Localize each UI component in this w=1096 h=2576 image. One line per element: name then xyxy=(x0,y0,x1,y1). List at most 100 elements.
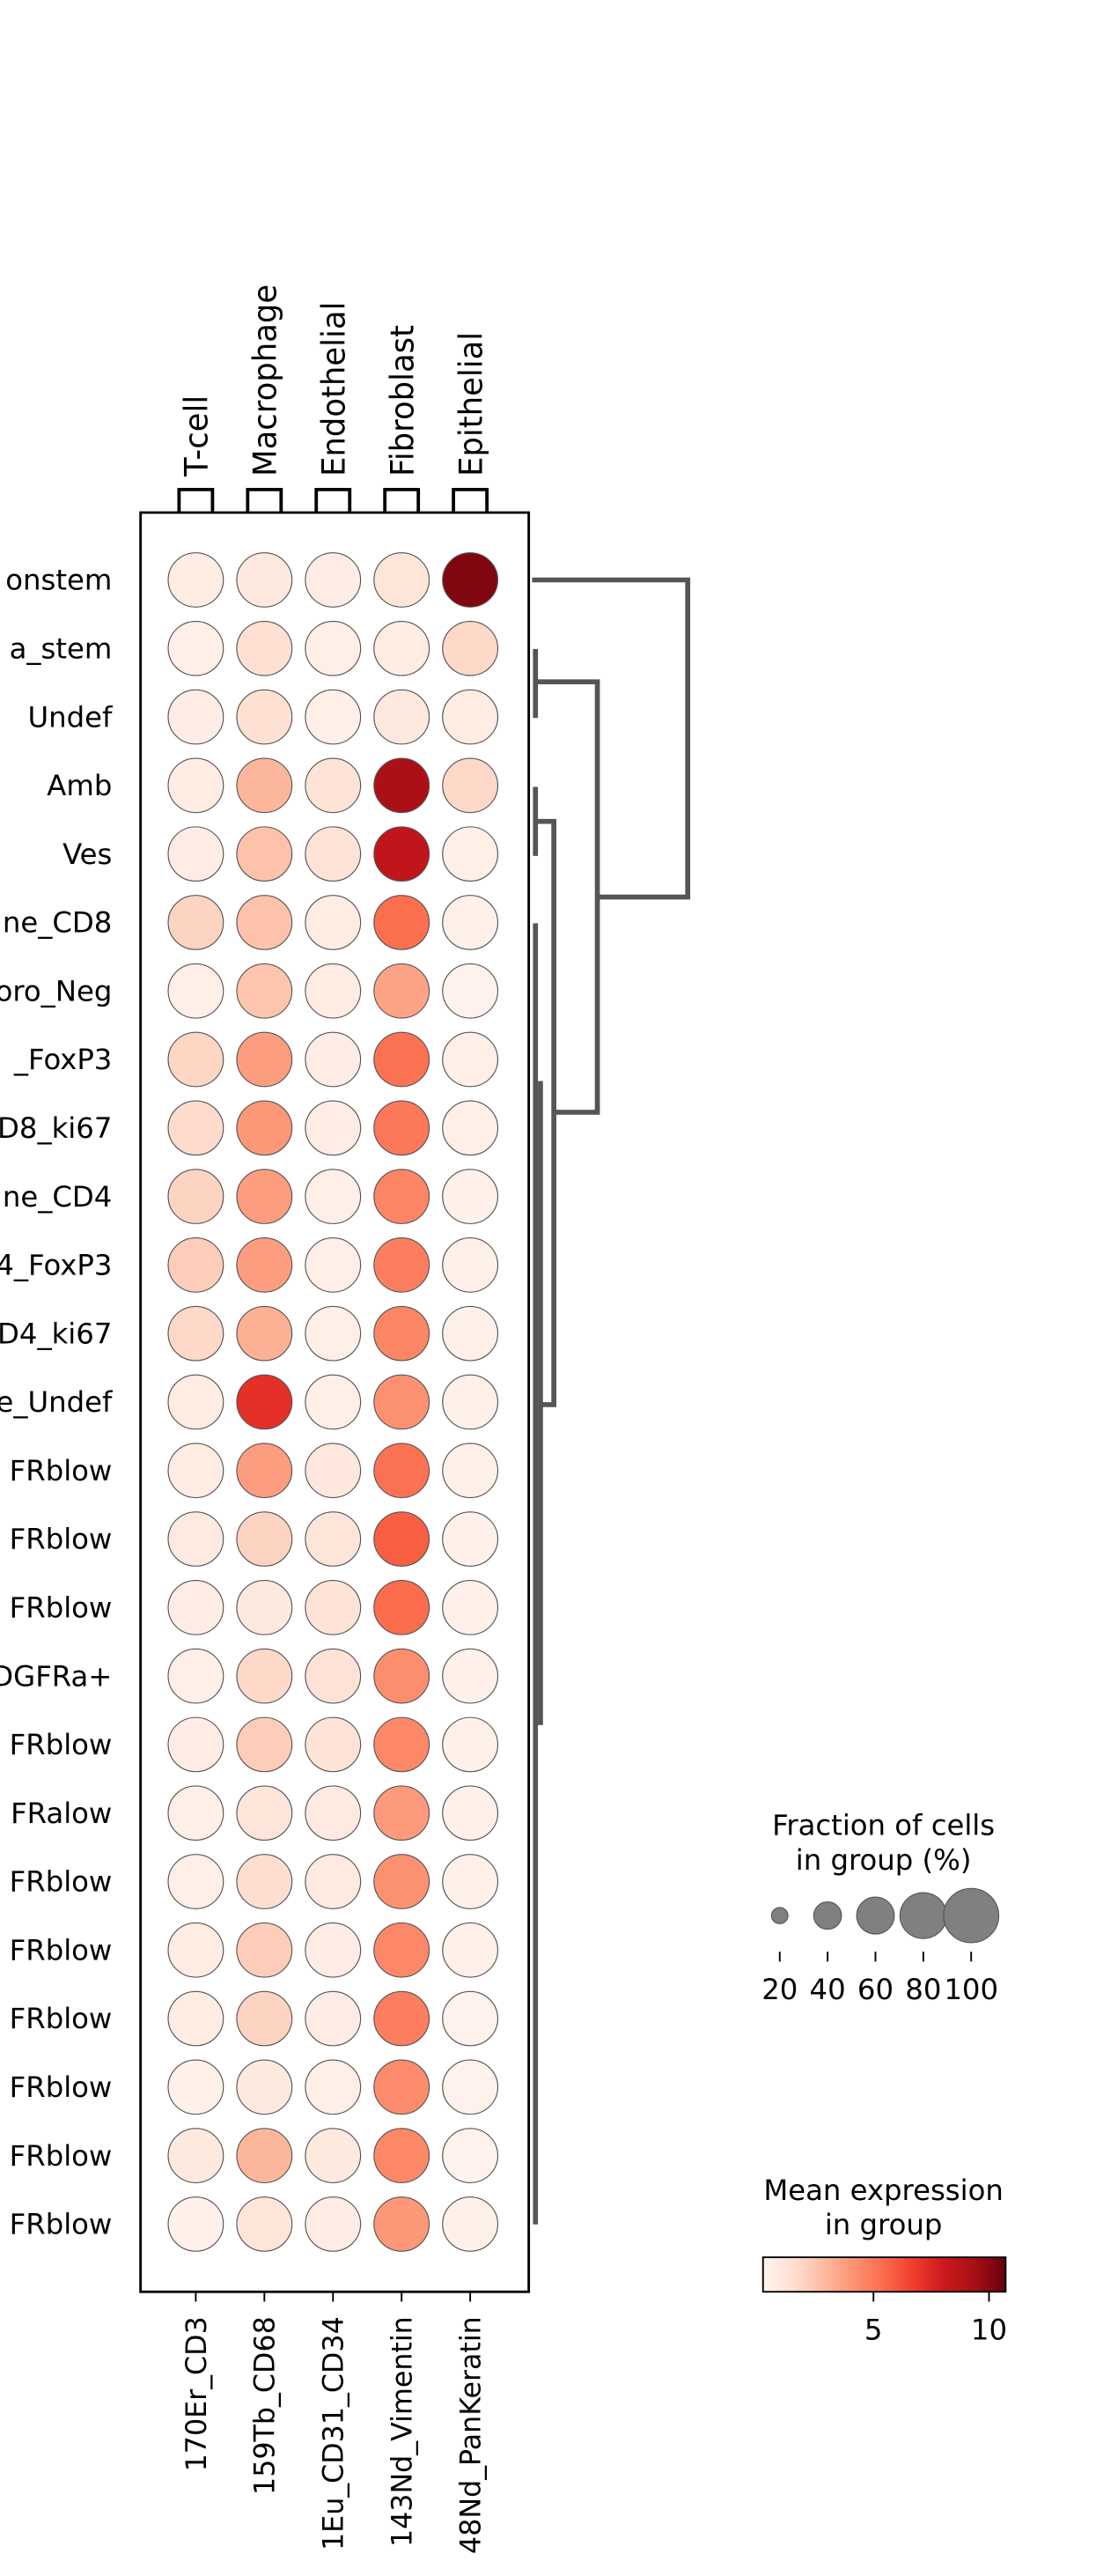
dot xyxy=(373,2059,430,2115)
colorbar-segment xyxy=(997,2257,1003,2292)
dot xyxy=(442,1785,499,1842)
column-label: 170Er_CD3 xyxy=(180,2316,213,2471)
dot xyxy=(167,1716,224,1773)
colorbar-segment xyxy=(965,2257,970,2292)
dot xyxy=(305,2196,362,2252)
dot xyxy=(373,1922,430,1978)
dot xyxy=(236,1169,293,1224)
dot xyxy=(167,1648,224,1704)
dendrogram-branch xyxy=(535,818,557,1407)
colorbar-segment xyxy=(900,2257,906,2292)
dot xyxy=(373,1854,430,1909)
row-label: ne_CD8 xyxy=(3,906,112,940)
plot-frame xyxy=(139,511,531,2293)
dot xyxy=(305,1922,362,1978)
row-label: FRblow xyxy=(10,1865,113,1899)
dot xyxy=(373,895,430,950)
dot xyxy=(442,1031,499,1088)
row-label: Undef xyxy=(27,701,113,734)
row-label: Amb xyxy=(47,769,112,802)
dot xyxy=(236,1374,293,1430)
row-label: onstem xyxy=(5,564,112,597)
dot xyxy=(167,2128,224,2183)
colorbar-segment xyxy=(916,2257,922,2292)
dot xyxy=(236,757,293,814)
row-label: FRblow xyxy=(10,2070,113,2104)
dendrogram-branch xyxy=(535,679,600,1115)
dot xyxy=(167,1579,224,1635)
group-bracket xyxy=(246,488,283,513)
colorbar-title: Mean expression xyxy=(763,2174,1003,2207)
dot xyxy=(167,1990,224,2047)
group-label: Macrophage xyxy=(247,284,283,476)
colorbar-segment xyxy=(896,2257,901,2292)
dot xyxy=(305,1854,362,1909)
colorbar-segment xyxy=(815,2257,820,2292)
dot xyxy=(373,1169,430,1224)
colorbar-segment xyxy=(940,2257,946,2292)
size-legend-dot xyxy=(813,1901,842,1930)
dot xyxy=(442,552,499,608)
dot xyxy=(305,2059,362,2115)
dot xyxy=(236,552,293,608)
colorbar-segment xyxy=(799,2257,805,2292)
dot xyxy=(236,1237,293,1293)
column-label: 48Nd_PanKeratin xyxy=(453,2316,487,2554)
colorbar-segment xyxy=(803,2257,808,2292)
dot xyxy=(236,1100,293,1156)
colorbar-segment xyxy=(929,2257,934,2292)
dot xyxy=(442,1443,499,1499)
group-label: Endothelial xyxy=(316,302,352,476)
group-label: Fibroblast xyxy=(385,325,421,476)
colorbar-segment xyxy=(762,2257,768,2292)
size-legend-dot xyxy=(899,1892,947,1939)
colorbar-segment xyxy=(848,2257,853,2292)
colorbar-segment xyxy=(823,2257,828,2292)
dot xyxy=(167,1511,224,1567)
dot xyxy=(442,689,499,745)
dot xyxy=(305,757,362,814)
dot xyxy=(305,1579,362,1635)
dot xyxy=(305,620,362,676)
colorbar-segment xyxy=(953,2257,958,2292)
dot xyxy=(442,620,499,676)
dot xyxy=(167,689,224,745)
dot xyxy=(373,1031,430,1088)
dot xyxy=(442,1237,499,1293)
row-label: FRblow xyxy=(10,1591,113,1625)
colorbar-segment xyxy=(843,2257,849,2292)
dot xyxy=(167,1100,224,1156)
colorbar-segment xyxy=(787,2257,792,2292)
column-label: 1Eu_CD31_CD34 xyxy=(316,2316,349,2550)
dot xyxy=(236,620,293,676)
dot xyxy=(373,1374,430,1430)
dot xyxy=(167,1443,224,1499)
size-legend-label: 40 xyxy=(810,1974,846,2007)
dot xyxy=(167,2196,224,2252)
colorbar-segment xyxy=(945,2257,950,2292)
size-legend-title: in group (%) xyxy=(796,1843,972,1877)
dot xyxy=(373,620,430,676)
colorbar-segment xyxy=(908,2257,914,2292)
dot xyxy=(236,1511,293,1567)
dot xyxy=(442,1990,499,2047)
dot xyxy=(236,895,293,950)
dot xyxy=(305,1785,362,1842)
dot xyxy=(236,689,293,745)
row-label: ne_CD4 xyxy=(3,1180,112,1214)
colorbar-segment xyxy=(985,2257,990,2292)
colorbar-tick-label: 5 xyxy=(864,2314,883,2347)
dot xyxy=(442,826,499,882)
colorbar-segment xyxy=(807,2257,813,2292)
colorbar-segment xyxy=(831,2257,837,2292)
colorbar-segment xyxy=(828,2257,833,2292)
colorbar-segment xyxy=(879,2257,886,2292)
row-label: a_stem xyxy=(10,632,113,666)
colorbar-segment xyxy=(783,2257,788,2292)
row-label: FRalow xyxy=(11,1797,112,1830)
colorbar-segment xyxy=(859,2257,865,2292)
colorbar-segment xyxy=(835,2257,841,2292)
dot xyxy=(305,1648,362,1704)
colorbar-segment xyxy=(876,2257,881,2292)
dot xyxy=(236,963,293,1019)
